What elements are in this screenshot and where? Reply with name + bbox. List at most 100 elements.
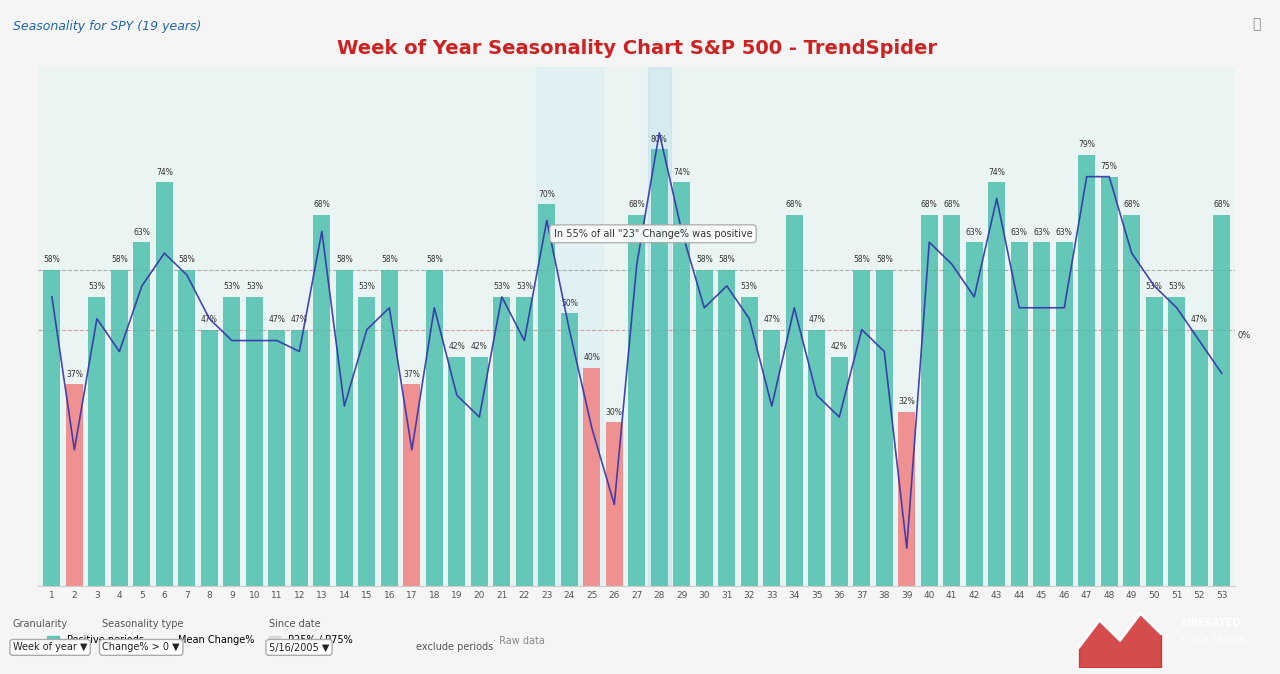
- Title: Week of Year Seasonality Chart S&P 500 - TrendSpider: Week of Year Seasonality Chart S&P 500 -…: [337, 38, 937, 57]
- Text: exclude periods: exclude periods: [416, 642, 493, 652]
- Text: 68%: 68%: [314, 200, 330, 210]
- Text: 70%: 70%: [539, 189, 556, 199]
- Text: 68%: 68%: [628, 200, 645, 210]
- Bar: [696, 270, 713, 586]
- Text: 42%: 42%: [831, 342, 847, 351]
- Text: 63%: 63%: [966, 228, 983, 237]
- Bar: [403, 384, 420, 586]
- Bar: [763, 330, 781, 586]
- Text: 68%: 68%: [1213, 200, 1230, 210]
- Text: 53%: 53%: [358, 282, 375, 291]
- Text: 79%: 79%: [1078, 140, 1096, 150]
- Text: Week of year ▼: Week of year ▼: [13, 642, 87, 652]
- Text: 58%: 58%: [426, 255, 443, 264]
- Text: 37%: 37%: [403, 370, 420, 379]
- Bar: [314, 215, 330, 586]
- Text: 47%: 47%: [1190, 315, 1207, 324]
- Text: 37%: 37%: [67, 370, 83, 379]
- Text: 68%: 68%: [786, 200, 803, 210]
- Bar: [809, 330, 826, 586]
- Bar: [539, 204, 556, 586]
- Text: 58%: 58%: [111, 255, 128, 264]
- Text: 53%: 53%: [246, 282, 262, 291]
- Text: 75%: 75%: [1101, 162, 1117, 171]
- Text: 68%: 68%: [920, 200, 938, 210]
- Text: 53%: 53%: [1146, 282, 1162, 291]
- Text: 42%: 42%: [448, 342, 465, 351]
- Text: Change% > 0 ▼: Change% > 0 ▼: [102, 642, 180, 652]
- Legend: Positive periods, Mean Change%, P25% / P75%: Positive periods, Mean Change%, P25% / P…: [44, 632, 357, 649]
- Text: 42%: 42%: [471, 342, 488, 351]
- Bar: [584, 368, 600, 586]
- Bar: [335, 270, 353, 586]
- Text: Granularity: Granularity: [13, 619, 68, 629]
- Text: 47%: 47%: [809, 315, 826, 324]
- Text: 50%: 50%: [561, 299, 577, 308]
- Bar: [1101, 177, 1117, 586]
- Text: 74%: 74%: [988, 168, 1005, 177]
- Bar: [648, 67, 671, 586]
- Bar: [876, 270, 892, 586]
- Text: 58%: 58%: [718, 255, 735, 264]
- Bar: [1169, 297, 1185, 586]
- Bar: [561, 313, 577, 586]
- Text: Seasonality type: Seasonality type: [102, 619, 184, 629]
- Bar: [381, 270, 398, 586]
- Text: 63%: 63%: [1033, 228, 1050, 237]
- Text: 47%: 47%: [269, 315, 285, 324]
- Text: STOCK TRADER: STOCK TRADER: [1181, 636, 1247, 645]
- Bar: [605, 423, 623, 586]
- Bar: [718, 270, 735, 586]
- Text: 30%: 30%: [605, 408, 623, 417]
- Text: 63%: 63%: [1011, 228, 1028, 237]
- Bar: [448, 357, 465, 586]
- Text: 53%: 53%: [88, 282, 105, 291]
- Text: 58%: 58%: [854, 255, 870, 264]
- Bar: [1078, 155, 1096, 586]
- Bar: [966, 242, 983, 586]
- Text: 68%: 68%: [943, 200, 960, 210]
- Bar: [88, 297, 105, 586]
- Text: 47%: 47%: [291, 315, 307, 324]
- Text: 58%: 58%: [381, 255, 398, 264]
- Bar: [358, 297, 375, 586]
- Text: Seasonality for SPY (19 years): Seasonality for SPY (19 years): [13, 20, 201, 33]
- Text: 53%: 53%: [493, 282, 511, 291]
- Text: Since date: Since date: [269, 619, 320, 629]
- Text: 74%: 74%: [673, 168, 690, 177]
- Text: 58%: 58%: [44, 255, 60, 264]
- Text: 53%: 53%: [516, 282, 532, 291]
- Text: 53%: 53%: [224, 282, 241, 291]
- Bar: [1124, 215, 1140, 586]
- Bar: [854, 270, 870, 586]
- Bar: [493, 297, 511, 586]
- Bar: [201, 330, 218, 586]
- Bar: [156, 182, 173, 586]
- Bar: [246, 297, 262, 586]
- Text: 0%: 0%: [1238, 330, 1251, 340]
- Text: 80%: 80%: [652, 135, 668, 144]
- Text: In 55% of all "23" Change% was positive: In 55% of all "23" Change% was positive: [553, 228, 753, 239]
- Bar: [1011, 242, 1028, 586]
- Text: 58%: 58%: [876, 255, 892, 264]
- Bar: [628, 215, 645, 586]
- Text: ⛶: ⛶: [1252, 17, 1261, 31]
- Bar: [1056, 242, 1073, 586]
- Bar: [224, 297, 241, 586]
- Text: 58%: 58%: [335, 255, 353, 264]
- Bar: [471, 357, 488, 586]
- Text: 40%: 40%: [584, 353, 600, 363]
- Bar: [786, 215, 803, 586]
- Bar: [133, 242, 150, 586]
- Bar: [673, 182, 690, 586]
- Text: LIBERATED: LIBERATED: [1181, 619, 1240, 628]
- Bar: [943, 215, 960, 586]
- Bar: [1033, 242, 1050, 586]
- Text: 53%: 53%: [741, 282, 758, 291]
- Bar: [920, 215, 938, 586]
- Text: 47%: 47%: [763, 315, 781, 324]
- Bar: [44, 270, 60, 586]
- Bar: [1146, 297, 1162, 586]
- Bar: [1213, 215, 1230, 586]
- Text: 32%: 32%: [899, 397, 915, 406]
